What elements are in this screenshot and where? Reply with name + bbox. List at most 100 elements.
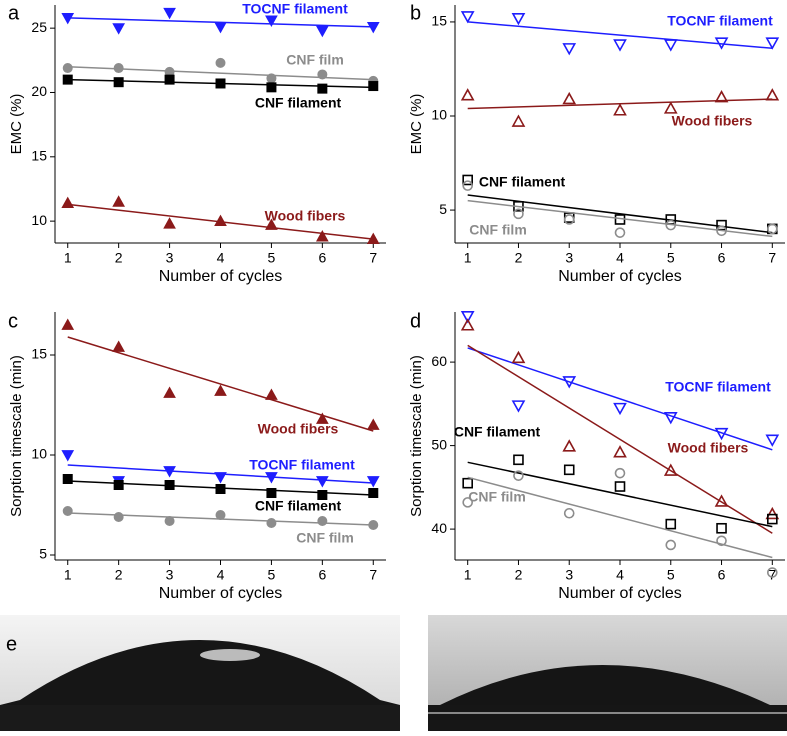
- marker: [164, 480, 175, 490]
- y-tick-label: 20: [31, 83, 47, 99]
- x-tick-label: 2: [515, 567, 523, 583]
- marker: [511, 12, 526, 26]
- marker: [562, 376, 577, 389]
- y-tick-label: 50: [431, 436, 447, 452]
- photo-right: [428, 615, 787, 731]
- marker: [266, 82, 277, 93]
- x-tick-label: 1: [64, 250, 72, 266]
- marker: [214, 21, 227, 34]
- series-label: Wood fibers: [672, 113, 753, 129]
- y-axis-label: EMC (%): [8, 94, 25, 155]
- marker: [163, 386, 176, 398]
- marker: [614, 467, 626, 479]
- y-tick-label: 5: [39, 546, 47, 562]
- x-tick-label: 5: [268, 250, 276, 266]
- marker: [563, 214, 575, 225]
- marker: [767, 513, 778, 525]
- panel-label: b: [410, 2, 421, 24]
- series-label: Wood fibers: [668, 440, 749, 456]
- x-tick-label: 7: [369, 250, 377, 266]
- y-axis-label: Sorption timescale (min): [8, 355, 25, 517]
- marker: [266, 488, 277, 498]
- marker: [562, 439, 577, 452]
- fit-line: [467, 199, 773, 238]
- x-tick-label: 6: [318, 250, 326, 266]
- marker: [317, 83, 328, 94]
- marker: [366, 232, 380, 245]
- marker: [317, 69, 328, 80]
- marker: [767, 567, 778, 578]
- marker: [462, 174, 473, 186]
- marker: [265, 472, 278, 484]
- marker: [613, 103, 627, 116]
- marker: [765, 37, 780, 50]
- series-label: CNF filament: [255, 498, 342, 514]
- marker: [613, 39, 627, 52]
- x-tick-label: 2: [115, 250, 123, 266]
- marker: [62, 63, 73, 74]
- marker: [562, 91, 577, 105]
- marker: [215, 484, 226, 494]
- marker: [315, 412, 329, 424]
- x-tick-label: 1: [464, 567, 472, 583]
- marker: [613, 445, 627, 458]
- marker: [61, 12, 75, 25]
- y-axis-label: EMC (%): [408, 94, 425, 155]
- y-tick-label: 40: [431, 520, 447, 536]
- panel-label: e: [6, 633, 17, 655]
- marker: [714, 37, 729, 50]
- marker: [716, 219, 727, 231]
- fit-line: [67, 66, 374, 81]
- marker: [163, 217, 176, 229]
- series-label: CNF filament: [479, 174, 566, 190]
- marker: [513, 470, 524, 481]
- marker: [462, 180, 473, 191]
- marker: [163, 7, 176, 20]
- marker: [665, 539, 677, 551]
- marker: [214, 214, 227, 227]
- marker: [317, 516, 328, 526]
- marker: [663, 101, 678, 114]
- y-tick-label: 5: [439, 201, 447, 217]
- marker: [113, 77, 124, 88]
- series-label: TOCNF filament: [242, 1, 348, 17]
- marker: [460, 310, 475, 324]
- series-label: CNF film: [286, 52, 344, 68]
- marker: [663, 463, 678, 476]
- marker: [563, 507, 575, 519]
- marker: [368, 488, 379, 498]
- x-tick-label: 1: [64, 567, 72, 583]
- marker: [266, 73, 277, 84]
- marker: [62, 74, 73, 85]
- marker: [665, 219, 677, 231]
- x-tick-label: 5: [268, 567, 276, 583]
- x-tick-label: 3: [565, 250, 573, 266]
- marker: [61, 318, 75, 330]
- marker: [665, 518, 677, 530]
- marker: [462, 497, 473, 508]
- marker: [265, 388, 278, 400]
- marker: [265, 218, 278, 230]
- x-tick-label: 1: [464, 250, 472, 266]
- x-tick-label: 6: [718, 250, 726, 266]
- marker: [163, 466, 176, 478]
- marker: [164, 516, 175, 526]
- series-label: CNF film: [468, 489, 526, 505]
- marker: [317, 490, 328, 500]
- x-tick-label: 7: [768, 250, 776, 266]
- y-tick-label: 10: [431, 107, 447, 123]
- marker: [215, 78, 226, 89]
- marker: [215, 57, 226, 68]
- marker: [562, 43, 577, 56]
- marker: [113, 512, 124, 522]
- marker: [214, 472, 227, 484]
- marker: [765, 506, 780, 520]
- fit-line: [467, 461, 773, 528]
- series-label: CNF filament: [255, 95, 342, 111]
- x-tick-label: 3: [166, 567, 174, 583]
- marker: [315, 25, 329, 38]
- marker: [716, 225, 727, 237]
- marker: [765, 434, 780, 447]
- series-label: CNF film: [469, 222, 527, 238]
- x-axis-label: Number of cycles: [159, 585, 283, 602]
